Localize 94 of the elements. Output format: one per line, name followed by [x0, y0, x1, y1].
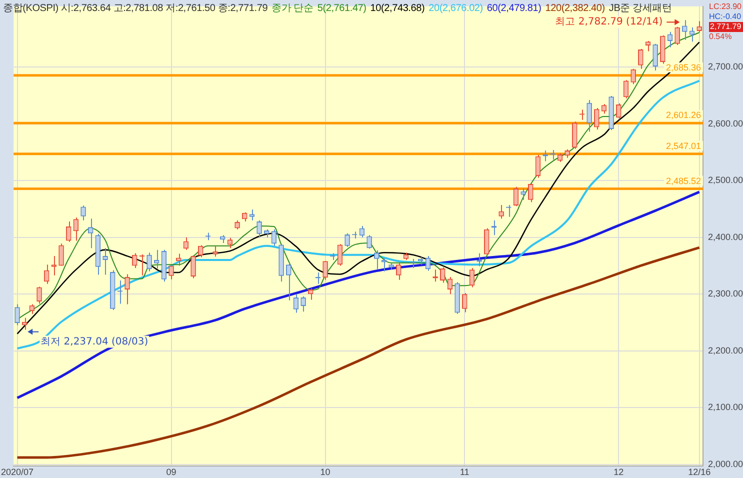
candlestick: [242, 212, 248, 222]
y-tick-label: 2,000.00: [708, 458, 743, 469]
candlestick: [337, 244, 343, 266]
candlestick: [293, 294, 299, 314]
candlestick: [638, 48, 644, 70]
candlestick: [652, 43, 658, 72]
candlestick: [212, 245, 218, 258]
candlestick: [396, 262, 402, 280]
y-tick-label: 2,100.00: [708, 402, 743, 412]
candlestick: [462, 292, 468, 313]
text: 0.54%: [709, 32, 733, 42]
candlestick: [198, 244, 204, 258]
text: HC:-0.40: [709, 12, 742, 22]
text: 5(2,761.47): [317, 3, 366, 14]
text: 60(2,479.81): [486, 3, 542, 14]
text: 20(2,676.02): [428, 3, 483, 14]
candlestick: [594, 107, 600, 130]
candlestick: [300, 296, 306, 312]
candlestick: [322, 260, 328, 280]
legend-title: 종가 단순: [272, 3, 314, 14]
candlestick: [674, 26, 680, 46]
y-tick-label: 2,500.00: [708, 175, 743, 186]
candlestick: [682, 20, 688, 40]
candlestick: [696, 20, 702, 33]
candlestick: [36, 286, 42, 304]
candlestick: [256, 220, 262, 238]
candlestick: [66, 220, 72, 242]
x-tick-label: 12/16: [688, 466, 711, 477]
candlestick: [498, 204, 504, 220]
candlestick: [528, 182, 534, 203]
annotation: 최고 2,782.79 (12/14): [555, 16, 663, 28]
candlestick: [190, 254, 196, 279]
ref-line-label: 2,547.01: [666, 140, 701, 151]
y-tick-label: 2,600.00: [708, 118, 743, 128]
chart-subtitle: JB준 강세패턴: [608, 3, 672, 14]
candlestick: [535, 154, 541, 178]
candlestick: [623, 80, 629, 99]
candlestick: [44, 264, 50, 284]
candlestick: [689, 26, 695, 42]
candlestick: [102, 248, 108, 276]
y-tick-label: 2,700.00: [708, 62, 743, 72]
candlestick: [308, 288, 314, 300]
candlestick: [58, 243, 64, 266]
candlestick: [249, 209, 255, 221]
candlestick: [168, 265, 174, 280]
candlestick: [80, 205, 86, 221]
text: 10(2,743.68): [370, 3, 425, 14]
y-tick-label: 2,400.00: [708, 232, 743, 242]
text: LC:23.90: [709, 2, 742, 12]
candlestick: [616, 102, 622, 120]
candlestick: [381, 258, 387, 272]
candlestick: [374, 250, 380, 270]
candlestick: [440, 266, 446, 284]
candlestick: [469, 267, 475, 288]
annotation: 최저 2,237.04 (08/03): [40, 336, 148, 348]
candlestick: [124, 274, 130, 305]
text: 120(2,382.40): [545, 3, 605, 14]
candlestick: [271, 228, 277, 246]
candlestick: [73, 216, 79, 242]
candlestick: [132, 252, 138, 268]
candlestick: [146, 252, 152, 272]
candlestick: [344, 232, 350, 248]
candlestick: [22, 317, 28, 330]
x-tick-label: 11: [460, 466, 470, 477]
candlestick: [88, 218, 94, 249]
candlestick: [513, 186, 519, 207]
ref-line-label: 2,485.52: [666, 176, 701, 186]
candlestick: [630, 68, 636, 85]
x-tick-label: 09: [166, 466, 176, 477]
candlestick: [572, 121, 578, 150]
line-series: [16, 80, 700, 350]
candlestick: [14, 304, 20, 326]
candlestick: [286, 262, 292, 301]
text: 2,771.79: [709, 22, 743, 32]
line-series: [16, 246, 701, 459]
candlestick: [520, 188, 526, 200]
candlestick: [645, 40, 651, 52]
candlestick: [586, 100, 592, 132]
y-tick-label: 2,300.00: [708, 288, 743, 299]
x-tick-label: 10: [320, 466, 330, 477]
line-series: [16, 190, 701, 400]
candlestick: [234, 220, 240, 230]
x-tick-label: 2020/07: [0, 466, 34, 477]
chart-title: 종합(KOSPI) 시:2,763.64 고:2,781.08 저:2,761.50 종:2,771.79: [3, 3, 268, 14]
candlestick: [366, 234, 372, 250]
candlestick: [484, 228, 490, 256]
candlestick: [154, 249, 160, 270]
ref-line-label: 2,685.36: [666, 62, 701, 72]
candlestick: [667, 31, 673, 48]
candlestick: [601, 103, 607, 114]
y-tick-label: 2,200.00: [708, 345, 743, 356]
ref-line-label: 2,601.26: [666, 110, 701, 120]
x-tick-label: 12: [614, 466, 624, 477]
candlestick: [51, 256, 57, 276]
